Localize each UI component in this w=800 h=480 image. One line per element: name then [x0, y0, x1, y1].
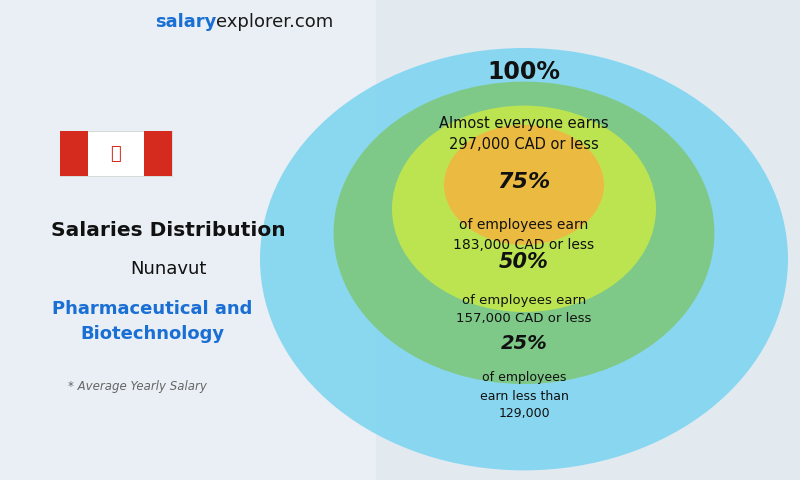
FancyBboxPatch shape [60, 131, 88, 176]
Text: of employees earn
157,000 CAD or less: of employees earn 157,000 CAD or less [456, 294, 592, 325]
Ellipse shape [392, 106, 656, 312]
Ellipse shape [334, 82, 714, 384]
Text: Nunavut: Nunavut [130, 260, 206, 278]
Text: Salaries Distribution: Salaries Distribution [50, 221, 286, 240]
Text: 25%: 25% [501, 334, 547, 353]
Text: Pharmaceutical and
Biotechnology: Pharmaceutical and Biotechnology [52, 300, 252, 343]
Text: of employees earn
183,000 CAD or less: of employees earn 183,000 CAD or less [454, 218, 594, 252]
Text: * Average Yearly Salary: * Average Yearly Salary [68, 380, 207, 393]
Text: 50%: 50% [499, 252, 549, 272]
Text: salary: salary [154, 12, 216, 31]
Text: Almost everyone earns
297,000 CAD or less: Almost everyone earns 297,000 CAD or les… [439, 117, 609, 153]
Text: 100%: 100% [487, 60, 561, 84]
Ellipse shape [260, 48, 788, 470]
Text: of employees
earn less than
129,000: of employees earn less than 129,000 [479, 372, 569, 420]
Ellipse shape [444, 125, 604, 245]
FancyBboxPatch shape [60, 131, 172, 176]
FancyBboxPatch shape [144, 131, 172, 176]
Text: explorer.com: explorer.com [216, 12, 334, 31]
Text: 75%: 75% [498, 172, 550, 192]
Text: 🍁: 🍁 [110, 144, 122, 163]
FancyBboxPatch shape [0, 0, 376, 480]
